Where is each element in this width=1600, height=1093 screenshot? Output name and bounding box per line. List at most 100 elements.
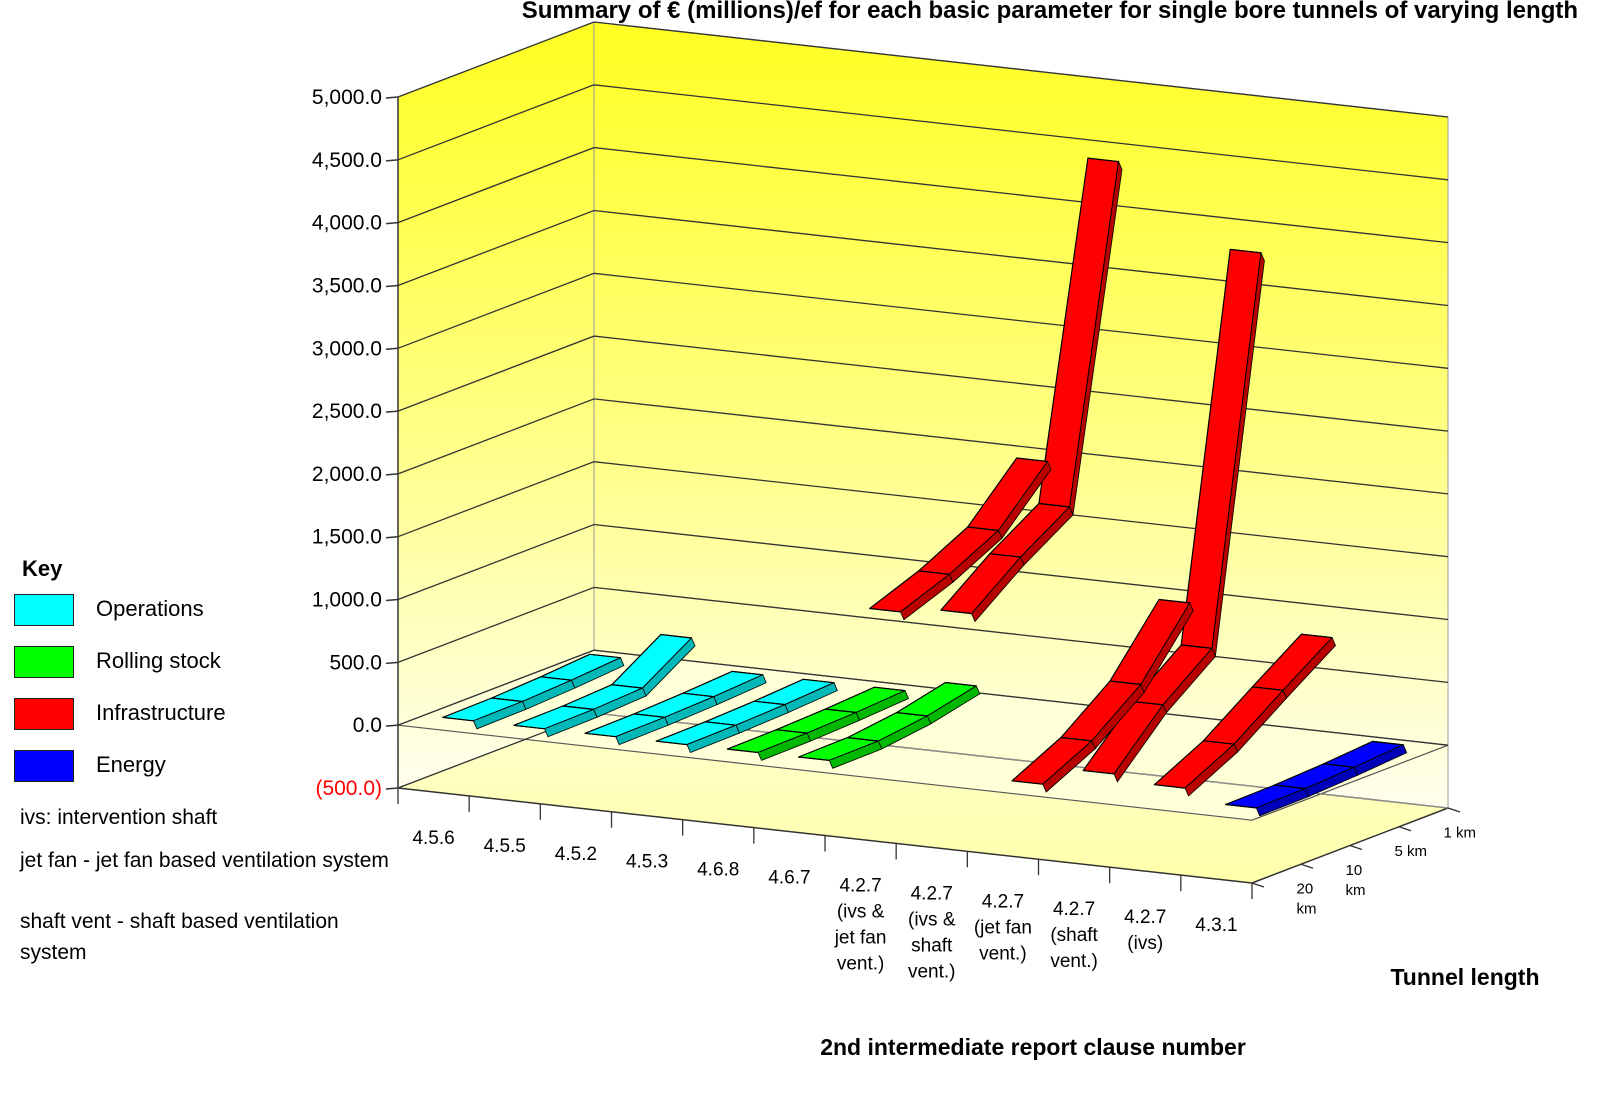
y-tick [385,221,399,225]
data-point-marker [1016,457,1048,462]
y-tick [385,159,399,162]
x-axis-title: 2nd intermediate report clause number [820,1034,1246,1060]
data-point-marker [1301,633,1333,639]
y-tick [385,410,399,413]
data-point-marker [513,724,545,730]
y-tick [385,661,399,665]
ribbon-edge [1113,704,1167,783]
ribbon-edge [686,724,740,754]
x-tick-label: 4.2.7 (ivs) [1124,907,1166,954]
ribbon-edge [757,732,812,761]
ribbon-edge [1042,740,1096,793]
legend-note: shaft vent - shaft based ventilation sys… [20,910,339,964]
legend-swatch [14,594,74,626]
gridline [397,272,1449,369]
legend-item-operations: Operations [14,582,434,634]
data-point-marker [491,697,523,702]
ribbon-edge [1255,788,1310,817]
data-point-marker [1038,503,1070,508]
data-point-marker [869,608,901,613]
legend-item-energy: Energy [14,738,434,790]
data-point-marker [874,686,906,692]
data-point-marker [1274,784,1306,790]
y-tick-label: 3,000.0 [312,337,382,360]
legend-item-infrastructure: Infrastructure [14,686,434,738]
x-tick-label: 4.6.7 [768,868,810,889]
gridline [397,209,1449,307]
data-point-marker [1203,740,1235,745]
x-tick-label: 4.5.5 [484,836,526,857]
data-point-marker [1060,737,1092,742]
data-point-marker [989,553,1021,558]
data-point-marker [1154,784,1186,789]
y-tick-label: 2,000.0 [312,463,382,486]
data-point-marker [1372,740,1404,746]
x-tick-label: 4.6.8 [697,860,739,881]
data-point-marker [967,526,999,531]
y-tick-label: 4,500.0 [312,149,382,172]
x-tick-label: 4.5.3 [626,852,668,873]
data-point-marker [776,729,808,734]
legend-label: Operations [96,596,204,621]
data-point-marker [584,732,616,738]
legend: Key Operations Rolling stock Infrastruct… [14,556,434,968]
ribbon-edge [971,556,1025,623]
data-point-marker [656,740,688,746]
ribbon-edge [472,700,527,730]
gridline [397,398,1449,495]
data-point-marker [562,705,594,710]
data-point-marker [705,721,737,726]
y-tick-label: 2,500.0 [312,400,382,423]
floor [398,713,1448,883]
z-tick-label: 10 km [1346,862,1366,899]
legend-swatch [14,646,74,678]
data-point-marker [660,634,692,639]
data-point-marker [731,670,763,676]
data-point-marker [896,712,928,717]
data-point-marker [1087,157,1119,163]
data-point-marker [1011,780,1043,785]
data-point-marker [589,653,621,659]
data-point-marker [918,570,950,575]
chart-title: Summary of € (millions)/ef for each basi… [522,0,1578,24]
y-tick-label: 4,000.0 [312,212,382,235]
ribbon-edge [544,708,598,738]
data-point-marker [1181,644,1213,649]
y-tick-label: 1,500.0 [312,526,382,549]
data-point-marker [847,737,879,742]
y-tick [385,598,399,602]
data-point-marker [1225,804,1257,809]
data-point-marker [1323,763,1355,768]
y-tick [385,724,399,727]
legend-swatch [14,698,74,730]
legend-swatch [14,750,74,782]
legend-note: ivs: intervention shaft [20,806,218,829]
ribbon-edge [1184,743,1238,797]
legend-item-rolling-stock: Rolling stock [14,634,434,686]
data-point-marker [945,682,977,687]
data-point-marker [540,676,572,681]
y-tick [385,96,399,99]
z-tick [1251,882,1265,888]
data-point-marker [633,713,665,718]
y-tick-label: (500.0) [315,777,382,800]
z-tick-label: 1 km [1444,824,1477,841]
gridline [397,146,1449,244]
x-tick-label: 4.2.7 (ivs & jet fan vent.) [834,875,887,974]
x-tick-label: 4.2.7 (jet fan vent.) [974,891,1032,964]
gridline [397,335,1449,432]
legend-label: Infrastructure [96,700,226,725]
z-axis-title: Tunnel length [1390,964,1539,990]
data-point-marker [682,692,714,698]
data-point-marker [1132,700,1164,706]
data-point-marker [1109,680,1141,685]
gridline [397,461,1449,558]
ribbon-edge [828,740,883,769]
y-tick-label: 500.0 [329,651,382,674]
data-point-marker [798,756,830,761]
data-point-marker [442,716,474,722]
data-point-marker [1158,599,1190,604]
data-point-marker [754,700,786,706]
y-tick-label: 0.0 [353,714,382,737]
